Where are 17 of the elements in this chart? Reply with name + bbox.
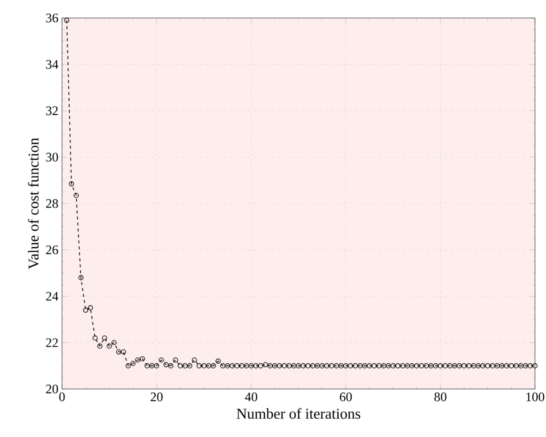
- x-tick-label: 100: [526, 392, 544, 402]
- y-tick-label: 36: [46, 14, 58, 22]
- y-tick-label: 32: [46, 106, 58, 116]
- y-tick-label: 30: [46, 152, 58, 162]
- y-axis-title: Value of cost function: [28, 138, 39, 270]
- y-tick-label: 22: [46, 338, 58, 347]
- x-tick-label: 80: [434, 392, 446, 402]
- y-tick-label: 24: [46, 292, 58, 301]
- x-tick-label: 40: [244, 392, 258, 402]
- x-tick-label: 60: [340, 392, 352, 402]
- x-tick-label: 0: [59, 392, 65, 402]
- y-tick-label: 34: [46, 60, 58, 69]
- y-tick-label: 26: [46, 246, 58, 254]
- y-tick-label: 28: [46, 199, 58, 208]
- x-tick-label: 20: [150, 392, 163, 402]
- x-axis-title: Number of iterations: [236, 408, 360, 419]
- y-tick-label: 20: [46, 384, 58, 394]
